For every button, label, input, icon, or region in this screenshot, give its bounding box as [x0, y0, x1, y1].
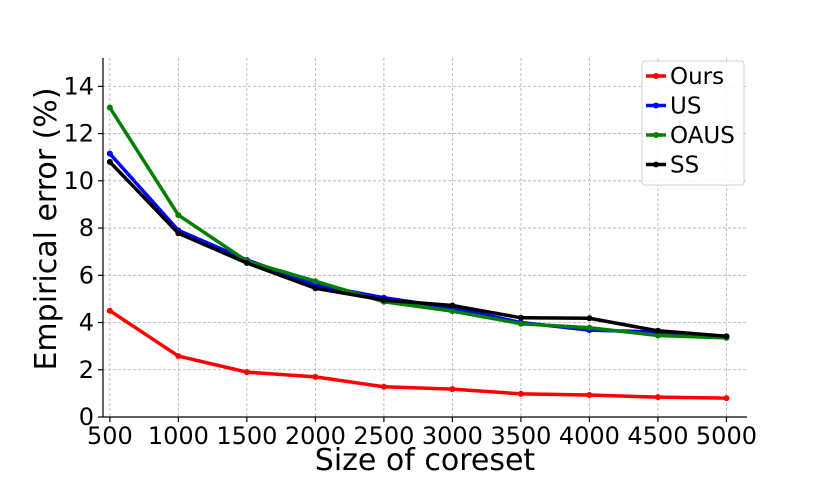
data-point-ss — [586, 315, 593, 322]
data-point-ss — [517, 314, 524, 321]
grid — [103, 58, 747, 418]
data-point-oaus — [654, 332, 661, 339]
series-ours — [106, 307, 730, 402]
x-axis-label: Size of coreset — [315, 443, 536, 475]
data-point-ours — [586, 392, 593, 399]
data-point-ours — [312, 373, 319, 380]
series-layer — [106, 104, 730, 402]
legend-label: SS — [670, 153, 699, 179]
legend-marker — [653, 73, 659, 79]
series-ss — [106, 158, 730, 340]
y-tick-label: 8 — [79, 214, 94, 242]
data-point-us — [106, 150, 113, 157]
data-point-ss — [723, 333, 730, 340]
legend-box — [641, 60, 745, 186]
y-tick-label: 6 — [79, 261, 94, 289]
data-point-oaus — [175, 212, 182, 219]
legend-item: Ours — [646, 64, 724, 90]
x-tick-label: 2000 — [285, 422, 346, 450]
data-point-ours — [517, 390, 524, 397]
series-line-ours — [108, 308, 729, 400]
data-point-ss — [106, 158, 113, 165]
legend-label: OAUS — [670, 123, 735, 149]
y-tick-label: 12 — [63, 120, 94, 148]
y-axis-label: Empirical error (%) — [29, 87, 64, 370]
legend-item: OAUS — [646, 123, 735, 149]
data-point-oaus — [312, 278, 319, 285]
y-tick-label: 10 — [63, 167, 94, 195]
data-point-ss — [449, 302, 456, 309]
series-line-ss — [108, 160, 729, 338]
legend-label: US — [670, 94, 701, 120]
legend-item: SS — [646, 153, 699, 179]
y-tick-label: 14 — [63, 72, 94, 100]
tick-labels: 500 1000 1500 2000 2500 3000 3500 4000 4500 5000 0… — [63, 72, 757, 450]
legend-marker — [653, 161, 659, 168]
y-tick-label: 0 — [79, 403, 94, 431]
legend-item: US — [646, 94, 701, 120]
legend: Ours US OAUS SS — [641, 60, 745, 186]
x-tick-label: 3000 — [422, 422, 483, 450]
x-tick-label: 1500 — [216, 422, 277, 450]
y-tick-label: 4 — [79, 309, 94, 337]
data-point-oaus — [106, 104, 113, 111]
legend-label: Ours — [670, 64, 724, 90]
series-oaus — [106, 104, 730, 341]
series-line-oaus — [108, 105, 729, 340]
x-tick-label: 4000 — [559, 422, 620, 450]
data-point-ours — [723, 395, 730, 402]
data-point-ours — [243, 369, 250, 376]
data-point-ss — [175, 230, 182, 237]
data-point-oaus — [586, 324, 593, 331]
data-point-ours — [380, 383, 387, 390]
y-tick-label: 2 — [79, 356, 94, 384]
legend-marker — [653, 132, 659, 138]
data-point-ours — [449, 386, 456, 393]
data-point-ss — [380, 297, 387, 304]
data-point-oaus — [517, 320, 524, 327]
x-tick-label: 3500 — [490, 422, 551, 450]
data-point-ours — [175, 353, 182, 360]
data-point-ss — [654, 327, 661, 334]
data-point-ss — [243, 260, 250, 267]
data-point-ss — [312, 285, 319, 292]
x-tick-label: 1000 — [148, 422, 209, 450]
data-point-oaus — [449, 308, 456, 315]
data-point-ours — [106, 307, 113, 314]
x-tick-label: 500 — [87, 422, 133, 450]
series-us — [106, 150, 730, 340]
axes — [102, 58, 747, 418]
legend-marker — [653, 102, 659, 109]
x-tick-label: 2500 — [353, 422, 414, 450]
x-tick-label: 5000 — [696, 422, 757, 450]
data-point-ours — [654, 394, 661, 401]
x-tick-label: 4500 — [627, 422, 688, 450]
